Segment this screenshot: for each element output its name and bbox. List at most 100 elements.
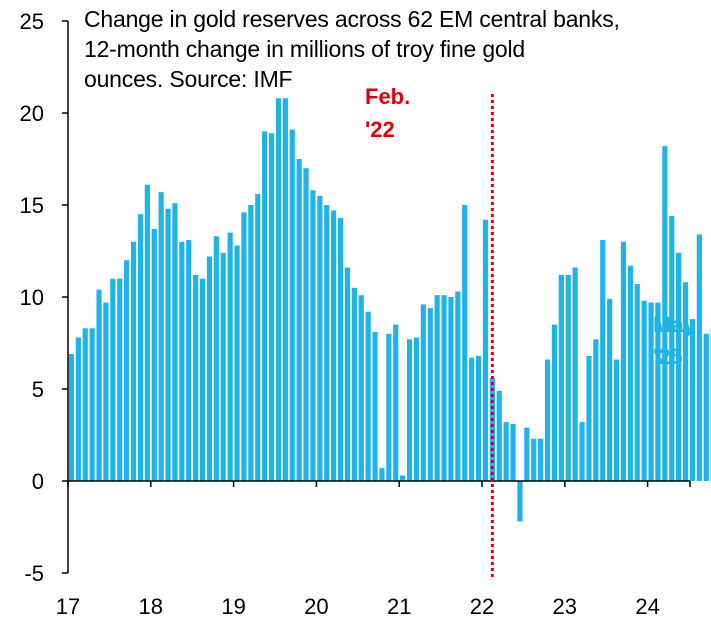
bar (413, 337, 420, 481)
bar (393, 324, 399, 481)
bar (248, 205, 254, 481)
bar (268, 133, 275, 482)
y-tick-label: -5 (24, 561, 44, 586)
bar (386, 333, 392, 481)
bar (124, 260, 130, 481)
bar (186, 239, 192, 481)
bar (427, 308, 433, 481)
bar (572, 267, 578, 481)
bar (144, 184, 150, 481)
bar (655, 302, 661, 481)
bar (137, 214, 144, 481)
may-25-label: '25 (653, 344, 683, 369)
bar (613, 359, 620, 481)
y-tick-label: 15 (20, 193, 44, 218)
bar (634, 284, 640, 481)
bar (303, 168, 309, 481)
feb-22-label: Feb. (365, 84, 410, 109)
bar (324, 205, 330, 481)
bar (475, 355, 482, 481)
bar (379, 468, 385, 481)
bar (110, 278, 116, 481)
bar (151, 228, 157, 481)
bar (103, 302, 109, 481)
bar (365, 311, 371, 481)
chart-title-line-1: Change in gold reserves across 62 EM cen… (84, 6, 620, 32)
x-tick-label: 18 (139, 594, 163, 619)
x-tick-label: 24 (635, 594, 659, 619)
bar (593, 339, 599, 481)
bar (482, 219, 489, 481)
chart-title-line-3: ounces. Source: IMF (84, 66, 293, 92)
bar (641, 300, 647, 481)
bar (262, 131, 268, 481)
bar (199, 278, 206, 481)
bar (696, 234, 702, 481)
y-tick-label: 10 (20, 285, 44, 310)
bar (193, 274, 199, 481)
bar (234, 245, 240, 481)
bar (358, 295, 364, 481)
bar (241, 212, 247, 482)
y-tick-label: 25 (20, 9, 44, 34)
bar (538, 438, 544, 481)
bar (372, 331, 378, 481)
bar (344, 267, 351, 481)
bar (510, 423, 516, 481)
bar (517, 481, 523, 522)
bar (524, 427, 530, 481)
bar (462, 205, 468, 481)
bar (682, 282, 689, 481)
bar (165, 208, 171, 481)
bar (455, 291, 461, 481)
bar (68, 354, 75, 481)
bar (586, 355, 592, 481)
bar (600, 239, 606, 481)
bar (565, 274, 571, 481)
bar (289, 129, 295, 481)
bar (206, 256, 213, 481)
bar (441, 295, 447, 481)
bar (351, 287, 357, 481)
bar (337, 217, 344, 481)
y-tick-label: 20 (20, 101, 44, 126)
bar (676, 252, 682, 481)
chart-title-line-2: 12-month change in millions of troy fine… (84, 36, 526, 62)
bar (158, 192, 164, 481)
bar (689, 319, 696, 481)
x-tick-label: 19 (221, 594, 245, 619)
y-tick-label: 5 (32, 377, 44, 402)
bar (213, 236, 219, 481)
y-tick-label: 0 (32, 469, 44, 494)
bar (130, 241, 137, 481)
x-tick-label: 21 (387, 594, 411, 619)
bar (531, 438, 537, 481)
bar (400, 475, 406, 481)
bar (75, 337, 81, 481)
bar (503, 422, 509, 481)
x-tick-label: 22 (470, 594, 494, 619)
may-25-label: May (653, 312, 697, 337)
bar (607, 298, 613, 481)
bar (469, 357, 475, 481)
bar (82, 328, 88, 481)
x-tick-label: 20 (304, 594, 328, 619)
bar (648, 302, 654, 481)
bar (96, 289, 102, 481)
x-tick-label: 23 (553, 594, 577, 619)
bar (227, 232, 233, 481)
bar (448, 297, 454, 481)
bar (310, 190, 316, 481)
bar (317, 195, 323, 482)
bar (220, 252, 226, 481)
bar (579, 422, 585, 481)
bar (662, 146, 668, 481)
bar (331, 210, 337, 481)
bar (544, 359, 551, 481)
bar (255, 193, 261, 481)
bar (558, 274, 564, 481)
bar (620, 241, 627, 481)
x-tick-label: 17 (56, 594, 80, 619)
bar (434, 295, 440, 481)
